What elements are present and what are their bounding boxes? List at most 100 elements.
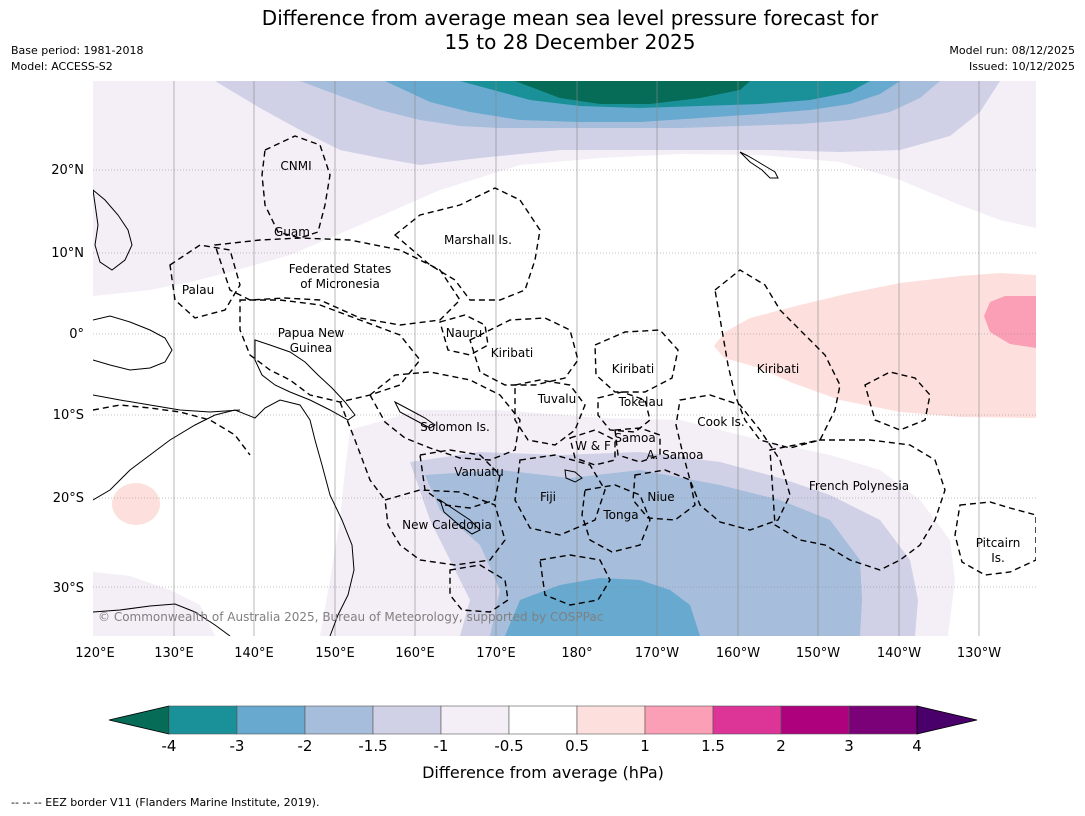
label-pitcairn-line1: Pitcairn (976, 536, 1021, 550)
eez-solomon (369, 371, 521, 461)
longitude-labels: 120°E 130°E 140°E 150°E 160°E 170°E 180°… (75, 646, 1001, 661)
lat-label: 0° (69, 327, 84, 342)
lon-label: 140°E (234, 646, 274, 661)
lat-label: 20°S (53, 491, 84, 506)
eez-cnmi-guam (261, 135, 331, 239)
colorbar-label: Difference from average (hPa) (422, 763, 664, 782)
lon-label: 160°W (716, 646, 760, 661)
eez-nauru (439, 314, 489, 356)
label-tuvalu: Tuvalu (537, 392, 577, 406)
eez-fiji (514, 454, 606, 536)
colorbar-bin (236, 705, 306, 735)
label-american-samoa: A. Samoa (647, 448, 704, 462)
label-guam: Guam (274, 225, 310, 239)
colorbar-bin (508, 705, 578, 735)
colorbar-tick-label: 0.5 (565, 737, 589, 755)
colorbar-bin (848, 705, 918, 735)
southern-coast (93, 603, 231, 636)
colorbar-extend-high (916, 705, 978, 735)
band-sw-minus-05 (93, 572, 215, 636)
label-fsm-line2: of Micronesia (300, 277, 380, 291)
region-labels: CNMI Guam Marshall Is. Federated States … (182, 159, 1020, 565)
colorbar-bin (644, 705, 714, 735)
lat-label: 10°S (53, 408, 84, 423)
colorbar-tick-label: -1 (434, 737, 449, 755)
philippines-coast (93, 189, 133, 271)
colorbar-tick-label: 2 (776, 737, 786, 755)
borneo-coast (93, 394, 241, 413)
eez-borders (93, 135, 1036, 613)
colorbar-tick-label: -0.5 (494, 737, 523, 755)
colorbar-tick-label: -2 (298, 737, 313, 755)
colorbar-tick-label: -1.5 (358, 737, 387, 755)
colorbar-bin (780, 705, 850, 735)
eez-palau (169, 244, 241, 319)
label-tokelau: Tokelau (618, 395, 664, 409)
model-name: Model: ACCESS-S2 (11, 60, 113, 73)
solomon-coast (393, 400, 436, 429)
lon-label: 170°E (476, 646, 516, 661)
colorbar-bin (372, 705, 442, 735)
colorbar-tick-label: 4 (912, 737, 922, 755)
label-nauru: Nauru (446, 326, 482, 340)
colorbar-bin (168, 705, 238, 735)
colorbar-tick-label: -3 (230, 737, 245, 755)
label-new-caledonia: New Caledonia (402, 518, 492, 532)
eez-border-note: -- -- -- EEZ border V11 (Flanders Marine… (11, 796, 320, 809)
base-period: Base period: 1981-2018 (11, 44, 144, 57)
latitude-labels: 20°N 10°N 0° 10°S 20°S 30°S (51, 163, 84, 596)
eez-kiribati-line (714, 269, 841, 449)
lat-label: 10°N (51, 246, 84, 261)
eez-tonga (581, 484, 651, 553)
eez-niue (632, 469, 696, 521)
label-palau: Palau (182, 283, 214, 297)
lon-label: 140°W (877, 646, 921, 661)
label-png-line1: Papua New (278, 326, 345, 340)
lon-label: 150°W (796, 646, 840, 661)
graticule (93, 81, 1036, 636)
colorbar-extend-low (108, 705, 170, 735)
meta-right: Model run: 08/12/2025 Issued: 10/12/2025 (949, 43, 1075, 75)
map-title: Difference from average mean sea level p… (170, 6, 970, 54)
lon-label: 160°E (395, 646, 435, 661)
eez-fsm (214, 237, 461, 326)
label-cook: Cook Is. (697, 415, 744, 429)
eez-australia-east (339, 401, 386, 501)
colorbar-tick-label: 1 (640, 737, 650, 755)
label-kiribati-west: Kiribati (491, 346, 533, 360)
eez-samoa (614, 427, 661, 463)
label-png-line2: Guinea (290, 341, 333, 355)
label-tonga: Tonga (602, 508, 638, 522)
meta-left: Base period: 1981-2018 Model: ACCESS-S2 (11, 43, 143, 75)
eez-cook (675, 394, 791, 531)
label-cnmi: CNMI (280, 159, 311, 173)
lon-label: 180° (561, 646, 592, 661)
colorbar-tick-label: -4 (162, 737, 177, 755)
eez-kiribati-west (469, 317, 579, 386)
colorbar-bin (712, 705, 782, 735)
fiji-coast (564, 469, 583, 483)
colorbar-bin (576, 705, 646, 735)
coastlines (93, 151, 779, 636)
label-fsm-line1: Federated States (289, 262, 391, 276)
issued-date: Issued: 10/12/2025 (968, 60, 1075, 73)
label-wallis-futuna: W & F (575, 439, 611, 453)
lon-label: 130°E (154, 646, 194, 661)
eez-new-caledonia (384, 489, 506, 566)
title-line-2: 15 to 28 December 2025 (444, 30, 696, 54)
eez-norfolk (449, 564, 509, 613)
copyright-notice: © Commonwealth of Australia 2025, Bureau… (98, 610, 603, 624)
band-south-minus-15 (425, 470, 862, 636)
label-fiji: Fiji (540, 490, 556, 504)
new-guinea-coast (254, 339, 356, 421)
lon-label: 130°W (957, 646, 1001, 661)
colorbar-tick-label: 3 (844, 737, 854, 755)
band-east-plus-05 (714, 273, 1036, 418)
indonesia-coast (93, 315, 173, 371)
lat-label: 30°S (53, 581, 84, 596)
eez-tokelau (597, 391, 651, 433)
eez-kiribati-phoenix (594, 329, 679, 393)
eez-french-polynesia (769, 439, 946, 571)
pressure-anomaly-map: CNMI Guam Marshall Is. Federated States … (93, 81, 1036, 636)
